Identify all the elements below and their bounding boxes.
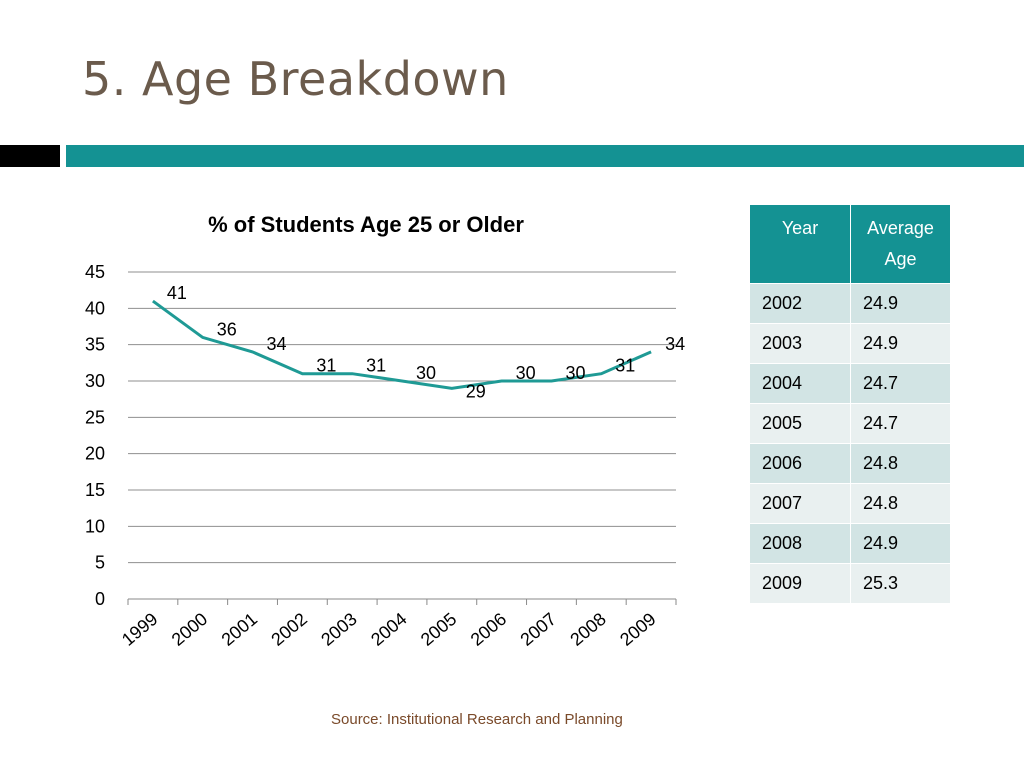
table-row: 2003 24.9 [749,323,951,364]
table-cell-average-age: 24.7 [850,403,951,444]
table-header-average-age: Average Age [850,204,951,284]
table-cell-average-age: 24.8 [850,483,951,524]
table-cell-average-age: 24.9 [850,283,951,324]
data-label: 31 [615,356,635,376]
x-tick-labels: 1999 2000 2001 2002 2003 2004 2005 2006 2007 2008… [118,609,660,650]
y-tick-label: 35 [85,335,105,355]
x-tick-label: 2001 [218,609,262,650]
data-labels: 41 36 34 31 31 30 29 30 30 31 34 [167,283,685,401]
x-tick-label: 1999 [118,609,162,650]
table-cell-year: 2008 [749,523,851,564]
x-tick-label: 2004 [367,609,411,650]
table-row: 2009 25.3 [749,563,951,604]
data-label: 30 [565,363,585,383]
table-cell-average-age: 24.9 [850,523,951,564]
slide-title: 5. Age Breakdown [82,52,509,106]
table-cell-average-age: 24.8 [850,443,951,484]
source-note: Source: Institutional Research and Plann… [331,711,623,728]
x-tick-label: 2003 [317,609,361,650]
table-row: 2004 24.7 [749,363,951,404]
data-label: 31 [366,356,386,376]
table-cell-year: 2003 [749,323,851,364]
y-tick-label: 20 [85,444,105,464]
x-tick-label: 2008 [566,609,610,650]
table-cell-year: 2007 [749,483,851,524]
data-label: 34 [665,334,685,354]
series-line [152,299,652,390]
x-tick-label: 2007 [516,609,560,650]
data-label: 30 [516,363,536,383]
y-tick-label: 10 [85,516,105,536]
y-tick-label: 40 [85,298,105,318]
table-row: 2002 24.9 [749,283,951,324]
table-row: 2008 24.9 [749,523,951,564]
table-cell-year: 2006 [749,443,851,484]
x-tick-label: 2005 [417,609,461,650]
table-cell-average-age: 25.3 [850,563,951,604]
data-label: 34 [267,334,287,354]
y-tick-labels: 0 5 10 15 20 25 30 35 40 45 [85,262,105,609]
data-label: 29 [466,381,486,401]
x-tick-label: 2002 [267,609,311,650]
data-label: 31 [316,356,336,376]
average-age-table: Year Average Age 2002 24.9 2003 24.9 200… [749,204,951,604]
y-tick-label: 45 [85,262,105,282]
data-label: 41 [167,283,187,303]
chart-axis [127,599,677,605]
header-band-dark [0,145,60,167]
y-tick-label: 5 [95,553,105,573]
table-header-row: Year Average Age [749,204,951,284]
table-cell-year: 2009 [749,563,851,604]
table-row: 2005 24.7 [749,403,951,444]
y-tick-label: 15 [85,480,105,500]
chart-title: % of Students Age 25 or Older [208,212,524,237]
table-row: 2007 24.8 [749,483,951,524]
chart-gridlines [128,271,676,600]
table-cell-year: 2004 [749,363,851,404]
y-tick-label: 25 [85,407,105,427]
header-band-teal [66,145,1024,167]
y-tick-label: 30 [85,371,105,391]
table-cell-average-age: 24.9 [850,323,951,364]
x-tick-label: 2009 [616,609,660,650]
data-label: 30 [416,363,436,383]
table-row: 2006 24.8 [749,443,951,484]
table-cell-year: 2002 [749,283,851,324]
table-cell-year: 2005 [749,403,851,444]
data-label: 36 [217,319,237,339]
line-chart: % of Students Age 25 or Older 0 5 10 15 20 25… [85,212,685,650]
x-tick-label: 2000 [168,609,212,650]
table-cell-average-age: 24.7 [850,363,951,404]
y-tick-label: 0 [95,589,105,609]
x-tick-label: 2006 [467,609,511,650]
table-header-year: Year [749,204,851,284]
